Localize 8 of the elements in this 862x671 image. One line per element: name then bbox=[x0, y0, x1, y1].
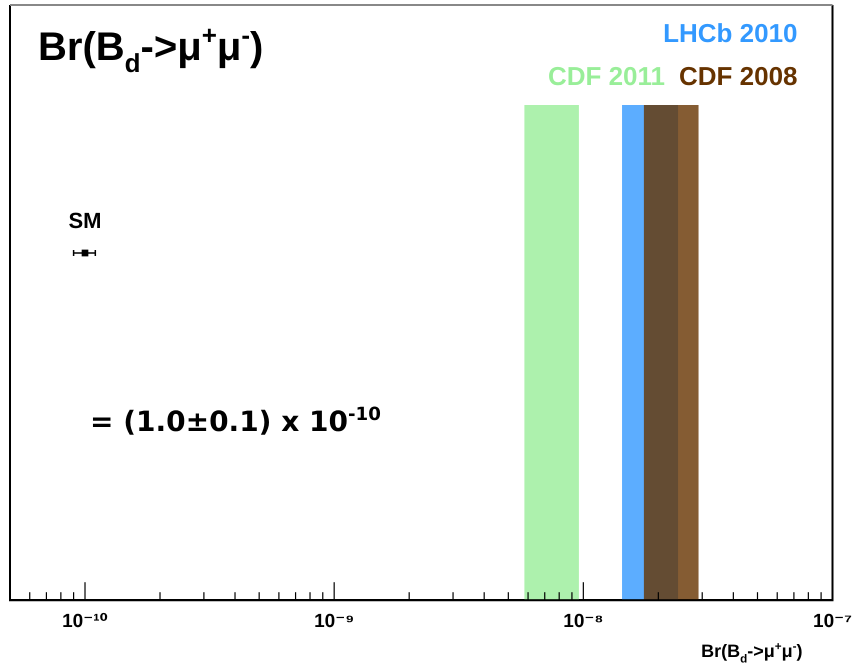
x-tick-label: 10⁻⁷ bbox=[812, 610, 852, 632]
band-label: CDF 2008 bbox=[679, 61, 798, 91]
x-tick-label: 10⁻¹⁰ bbox=[62, 610, 108, 632]
band-label: LHCb 2010 bbox=[663, 18, 798, 48]
band-label: CDF 2011 bbox=[548, 61, 666, 91]
x-tick-label: 10⁻⁸ bbox=[563, 610, 604, 632]
annotation: SM bbox=[68, 208, 102, 233]
x-tick-label: 10⁻⁹ bbox=[314, 610, 354, 632]
